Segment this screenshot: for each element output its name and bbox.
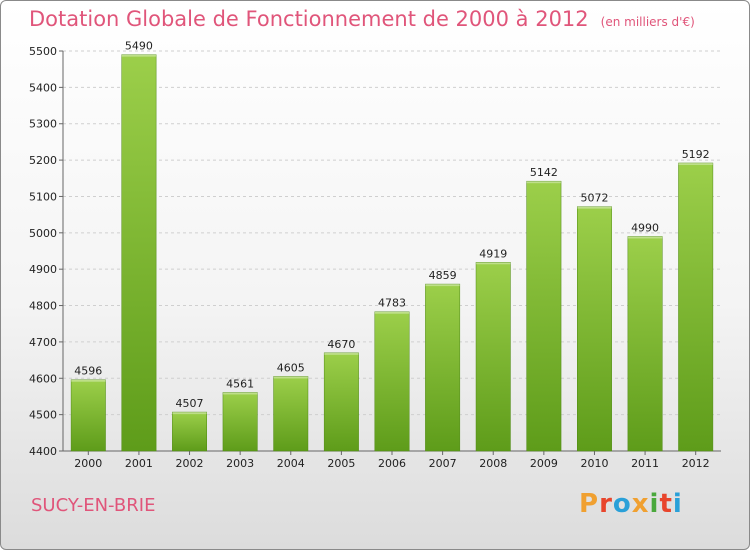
bar-highlight [678,163,713,165]
bar-highlight [71,379,106,382]
bar-highlight [222,392,258,395]
value-label-2007: 4859 [429,269,457,282]
bar-highlight [273,376,308,379]
bar-2009 [526,180,562,452]
bar-2011 [627,236,663,452]
y-tick-label: 4800 [29,300,57,313]
bar-2005 [323,352,359,452]
bar-2002 [172,411,207,452]
bar-2003 [222,392,258,452]
logo-letter: i [649,489,660,519]
bars-layer [70,54,714,452]
bar-2006 [374,311,410,452]
bar-highlight [172,412,207,415]
x-tick-label-2008: 2008 [479,457,507,470]
y-tick-label: 4900 [29,263,57,276]
x-tick-label-2006: 2006 [378,457,406,470]
labels-layer: 4400 4500 4600 4700 4800 4900 5000 5100 5200 5300… [29,40,710,470]
value-label-2000: 4596 [74,365,102,378]
x-tick-label-2003: 2003 [226,457,254,470]
x-tick-label-2000: 2000 [74,457,102,470]
y-tick-label: 5400 [29,81,57,94]
value-label-2005: 4670 [327,338,355,351]
logo-letter: x [631,489,650,519]
value-label-2008: 4919 [479,247,507,260]
logo-letter: r [599,489,613,519]
y-tick-label: 5200 [29,154,57,167]
bar-2000 [70,379,106,452]
y-tick-label: 5000 [29,227,57,240]
value-label-2012: 5192 [682,148,710,161]
bar-highlight [324,352,359,355]
x-tick-label-2010: 2010 [580,457,608,470]
value-label-2009: 5142 [530,166,558,179]
bar-highlight [374,311,410,314]
bar-highlight [121,54,157,57]
bar-2007 [425,283,461,452]
x-tick-label-2005: 2005 [327,457,355,470]
value-label-2001: 5490 [125,40,153,53]
bar-highlight [627,236,663,239]
logo-letter: P [579,489,600,519]
city-name: SUCY-EN-BRIE [31,495,156,516]
bar-2004 [273,376,309,452]
x-tick-label-2011: 2011 [631,457,659,470]
logo-letter: t [659,489,673,519]
value-label-2010: 5072 [580,192,608,205]
value-label-2011: 4990 [631,221,659,234]
y-tick-label: 4700 [29,336,57,349]
logo-letter: i [672,489,683,519]
bar-2010 [577,206,612,452]
value-label-2004: 4605 [277,361,305,374]
x-tick-label-2007: 2007 [429,457,457,470]
title-text: Dotation Globale de Fonctionnement de 20… [29,7,589,31]
value-label-2003: 4561 [226,377,254,390]
unit-label: (en milliers d'€) [600,15,695,29]
x-tick-label-2012: 2012 [682,457,710,470]
bar-highlight [476,262,511,265]
bar-highlight [577,206,612,209]
y-tick-label: 4500 [29,409,57,422]
x-tick-label-2004: 2004 [277,457,305,470]
bar-2001 [121,54,157,452]
x-tick-label-2002: 2002 [176,457,204,470]
bar-highlight [425,284,460,287]
y-tick-label: 5300 [29,118,57,131]
value-label-2002: 4507 [176,397,204,410]
y-tick-label: 5100 [29,190,57,203]
y-tick-label: 4400 [29,445,57,458]
proxiti-logo[interactable]: Proxiti [579,489,683,519]
chart-title: Dotation Globale de Fonctionnement de 20… [29,7,695,31]
bar-highlight [526,181,562,184]
y-tick-label: 5500 [29,45,57,58]
bar-2008 [475,262,511,452]
x-tick-label-2001: 2001 [125,457,153,470]
x-tick-label-2009: 2009 [530,457,558,470]
bar-2012 [678,162,714,452]
y-tick-label: 4600 [29,372,57,385]
value-label-2006: 4783 [378,297,406,310]
logo-letter: o [612,489,632,519]
